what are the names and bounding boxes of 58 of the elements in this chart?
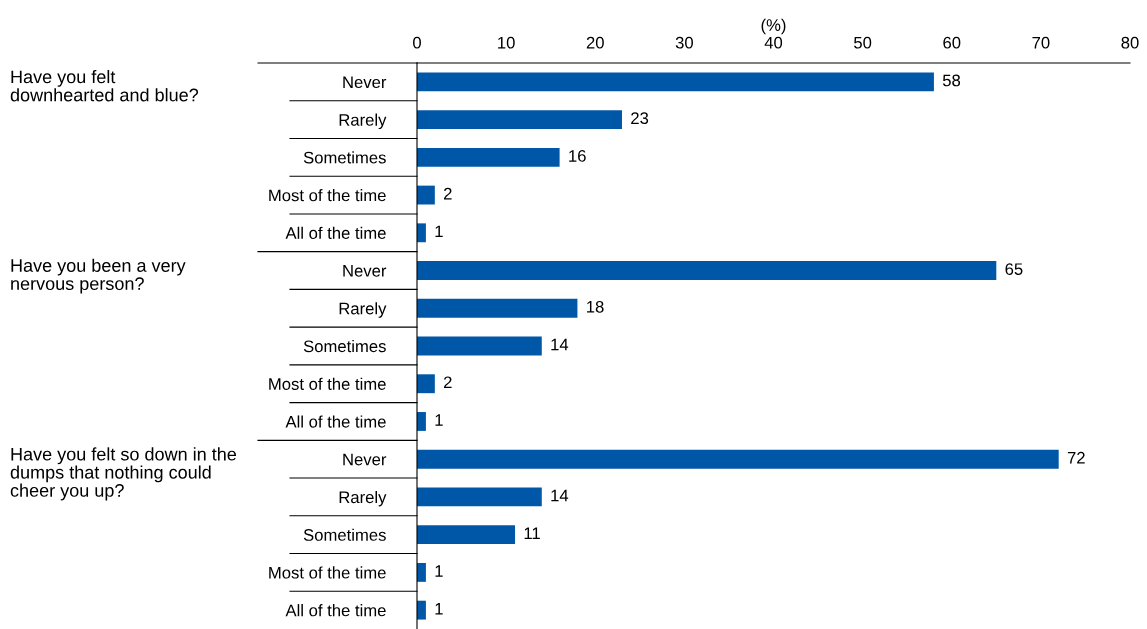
y-tick-label: Rarely (339, 490, 387, 507)
bar (417, 72, 934, 92)
text: Have you been a very nervous person? (11, 258, 186, 294)
bar (417, 110, 622, 130)
text: Have you felt so down in the dumps that nothing could cheer you up? (10, 447, 237, 501)
y-tick-label: Sometimes (303, 528, 386, 541)
y-tick-label: Most of the time (269, 189, 386, 202)
bar (417, 261, 997, 280)
bar (417, 298, 578, 318)
y-tick-label: Sometimes (303, 339, 386, 353)
data-label: 72 (1067, 451, 1085, 464)
data-label: 1 (435, 414, 443, 426)
bar (417, 525, 516, 545)
x-tick-label: 10 (498, 36, 515, 49)
bar (417, 412, 426, 431)
bar (417, 336, 542, 356)
data-label: 1 (435, 225, 443, 238)
bar (417, 223, 426, 243)
y-tick-label: Rarely (339, 302, 387, 318)
data-label: 2 (444, 376, 452, 389)
bar (417, 185, 435, 205)
data-label: 1 (435, 565, 443, 577)
y-tick-label: All of the time (285, 604, 386, 617)
x-tick-label: 20 (586, 36, 604, 49)
y-tick-label: Never (343, 76, 387, 89)
bar (417, 374, 435, 394)
data-label: 11 (524, 527, 540, 539)
x-tick-label: 50 (854, 36, 872, 49)
text: Have you felt downhearted and blue? (10, 70, 199, 102)
data-label: 14 (551, 338, 569, 351)
x-tick-label: 70 (1032, 36, 1050, 49)
bar (417, 147, 560, 167)
bar (417, 562, 426, 582)
y-tick-label: Never (343, 453, 387, 466)
data-label: 23 (631, 112, 649, 125)
y-tick-label: Sometimes (303, 151, 386, 164)
data-label: 14 (551, 489, 569, 502)
y-tick-label: Most of the time (269, 566, 386, 579)
y-tick-label: All of the time (285, 226, 386, 239)
x-tick-label: 80 (1121, 36, 1139, 49)
x-tick-label: 40 (764, 36, 783, 49)
data-label: 1 (435, 602, 443, 615)
y-tick-label: Never (343, 265, 387, 277)
y-tick-label: Most of the time (269, 377, 386, 390)
x-axis-title: (%) (761, 18, 786, 35)
data-label: 16 (569, 150, 586, 162)
data-label: 18 (587, 300, 604, 313)
data-label: 65 (1005, 263, 1023, 276)
y-tick-label: Rarely (339, 113, 387, 130)
x-tick-label: 60 (943, 36, 961, 49)
x-tick-label: 30 (675, 36, 693, 49)
x-tick-label: 0 (413, 36, 421, 49)
bar (417, 449, 1059, 469)
data-label: 58 (942, 74, 961, 87)
data-label: 2 (444, 187, 452, 200)
y-tick-label: All of the time (285, 415, 386, 428)
bar (417, 600, 426, 620)
bar (417, 487, 542, 507)
